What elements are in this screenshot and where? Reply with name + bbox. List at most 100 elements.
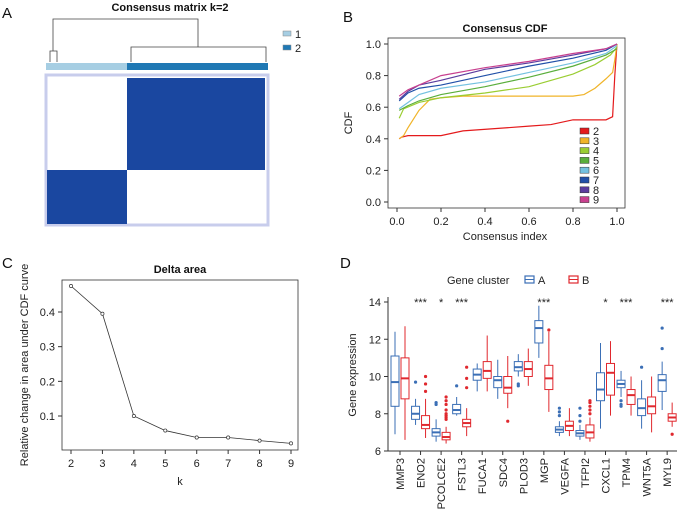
box-b	[503, 376, 513, 394]
significance-label: ***	[414, 297, 428, 309]
cdf-line-k5	[398, 48, 618, 111]
box-b	[626, 389, 636, 405]
x-axis-label: k	[177, 476, 183, 488]
legend-label-k6: 6	[593, 165, 599, 177]
significance-label: ***	[537, 297, 551, 309]
outlier-b	[588, 408, 592, 412]
legend-label-k9: 9	[593, 195, 599, 207]
legend-label-k2: 2	[593, 126, 599, 138]
outlier-a	[516, 382, 520, 386]
y-tick-label: 0.2	[40, 376, 55, 388]
x-tick-label: MGP	[539, 458, 551, 483]
cdf-line-k4	[398, 46, 618, 119]
x-tick-label: 6	[194, 458, 200, 470]
delta-point	[131, 414, 136, 418]
outlier-b	[670, 432, 674, 436]
outlier-a	[619, 399, 623, 403]
legend-swatch-k7	[579, 176, 590, 184]
cdf-title: Consensus CDF	[463, 23, 548, 35]
y-axis-label: Gene expression	[347, 333, 359, 416]
x-tick-label: CXCL1	[601, 458, 613, 493]
outlier-a	[413, 380, 418, 384]
gene-expression-panel: 6 8 10 12 14 Gene expression Gene cluster A B MMP…	[347, 275, 677, 509]
box-a	[534, 320, 544, 344]
significance-label: *	[439, 297, 444, 309]
plot-frame	[61, 279, 299, 451]
significance-label: ***	[620, 297, 634, 309]
outlier-b	[465, 376, 469, 380]
x-tick-label: 0.6	[521, 216, 536, 228]
y-tick-label: 12	[369, 334, 381, 346]
box-b	[606, 362, 615, 396]
delta-point	[289, 441, 293, 446]
outlier-a	[578, 419, 582, 423]
y-tick-label: 0.1	[40, 411, 55, 423]
legend-swatch-k9	[579, 196, 590, 203]
outlier-b	[506, 419, 510, 423]
panel-label-b: B	[343, 9, 353, 26]
x-tick-label: MMP3	[395, 458, 407, 490]
consensus-cdf-panel: 0.0 0.2 0.4 0.6 0.8 1.0 0.0 0.2 0.4 0.6 0.8 1.0 Cons…	[343, 37, 626, 243]
y-tick-label: 14	[369, 297, 381, 309]
outlier-b	[588, 399, 592, 403]
legend-swatch-k8	[579, 186, 590, 194]
x-tick-label: 7	[225, 458, 231, 470]
outlier-b	[444, 399, 448, 403]
x-tick-label: 0.8	[565, 216, 580, 228]
outlier-b	[444, 402, 448, 407]
x-tick-label: FSTL3	[457, 458, 469, 491]
legend-label-A: A	[538, 275, 546, 287]
delta-point	[100, 311, 105, 316]
x-tick-label: FUCA1	[477, 458, 489, 494]
outlier-a	[640, 365, 644, 369]
x-tick-label: MYL9	[662, 458, 674, 487]
legend-label-k5: 5	[593, 155, 599, 167]
y-tick-label: 0.8	[366, 71, 381, 83]
x-tick-label: 2	[68, 458, 74, 470]
x-tick-label: 0.0	[389, 216, 404, 228]
x-tick-label: 0.4	[477, 216, 492, 228]
y-tick-label: 0.4	[40, 307, 55, 319]
x-tick-label: SDC4	[498, 458, 510, 487]
y-axis-label: Relative change in area under CDF curve	[19, 264, 31, 466]
delta-line	[70, 285, 292, 444]
outlier-a	[434, 400, 438, 405]
legend-label-2: 2	[295, 43, 301, 55]
outlier-a	[660, 346, 664, 351]
outlier-b	[588, 404, 592, 408]
delta-title: Delta area	[154, 264, 207, 276]
outlier-a	[557, 414, 562, 418]
x-tick-label: 0.2	[433, 216, 448, 228]
cdf-line-k7	[398, 43, 618, 102]
panel-label-c: C	[2, 255, 13, 272]
y-tick-label: 0.3	[40, 342, 55, 354]
y-axis-label: CDF	[343, 111, 355, 134]
delta-point	[226, 435, 231, 440]
outlier-a	[660, 326, 664, 330]
outlier-b	[423, 389, 428, 393]
legend-swatch-k3	[579, 137, 590, 145]
delta-area-panel: 2 3 4 5 6 7 8 9 0.1 0.2 0.3 0.4 k Relative change in …	[19, 264, 299, 488]
y-tick-label: 10	[369, 372, 381, 384]
delta-point	[257, 438, 262, 443]
legend-label-k3: 3	[593, 136, 599, 148]
x-tick-label: 5	[162, 458, 168, 470]
x-tick-label: 9	[288, 458, 294, 470]
x-tick-label: 4	[131, 458, 137, 470]
outlier-b	[444, 395, 448, 399]
x-tick-label: 1.0	[609, 216, 624, 228]
heatmap-title: Consensus matrix k=2	[111, 2, 228, 14]
dendrogram	[49, 18, 267, 62]
x-tick-label: ENO2	[416, 458, 428, 488]
outlier-b	[423, 374, 428, 379]
outlier-b	[423, 382, 428, 386]
outlier-b	[444, 412, 448, 416]
y-tick-label: 0.6	[366, 102, 381, 114]
outlier-a	[557, 406, 562, 410]
outlier-a	[455, 384, 459, 388]
significance-label: ***	[661, 297, 675, 309]
x-tick-label: PLOD3	[518, 458, 530, 494]
legend-title: Gene cluster	[447, 275, 510, 287]
delta-point	[163, 428, 168, 433]
x-tick-label: 3	[99, 458, 105, 470]
